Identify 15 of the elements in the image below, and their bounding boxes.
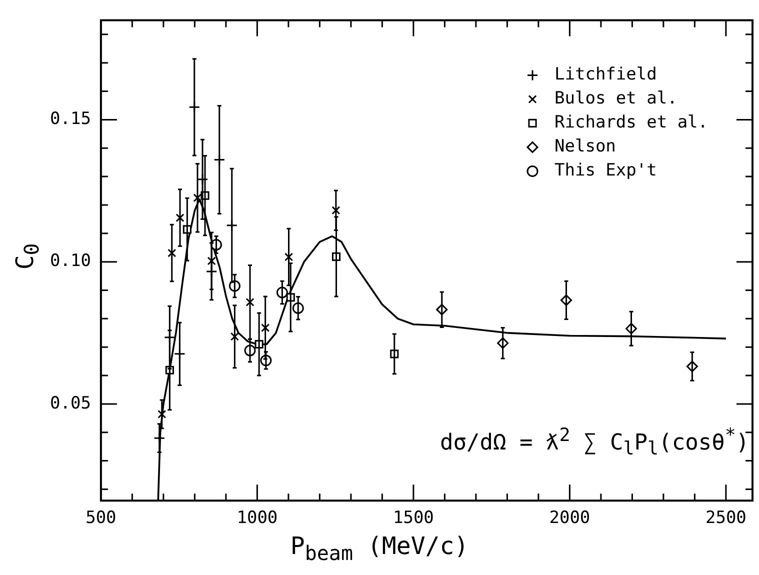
y-tick-label: 0.15 bbox=[50, 109, 91, 130]
legend-label: Nelson bbox=[554, 136, 616, 157]
legend-label: This Exp't bbox=[554, 160, 657, 181]
y-tick-label: 0.10 bbox=[50, 251, 91, 272]
x-axis-title: P$_{beam}$ (MeV/c) bbox=[289, 532, 470, 565]
x-tick-label: 1500 bbox=[392, 508, 434, 528]
x-tick-label: 500 bbox=[86, 508, 116, 528]
x-tick-label: 2000 bbox=[549, 508, 590, 528]
text: dσ/dΩ = ƛ$^{2}$ ∑ C$_{l}$P$_{l}$(cosθ$^{*}$) bbox=[440, 425, 750, 460]
legend-label: Richards et al. bbox=[554, 112, 708, 133]
legend-label: Bulos et al. bbox=[554, 88, 678, 109]
x-tick-label: 2500 bbox=[705, 508, 746, 528]
legend-label: Litchfield bbox=[554, 64, 657, 85]
x-tick-label: 1000 bbox=[236, 508, 278, 528]
y-tick-label: 0.05 bbox=[50, 393, 91, 414]
